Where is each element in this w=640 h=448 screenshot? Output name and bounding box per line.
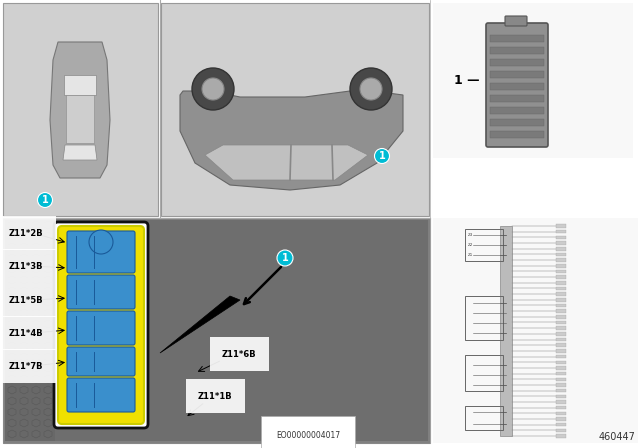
FancyBboxPatch shape	[556, 270, 566, 273]
Circle shape	[277, 250, 293, 266]
Text: 460447: 460447	[598, 432, 635, 442]
FancyBboxPatch shape	[556, 247, 566, 250]
FancyBboxPatch shape	[490, 131, 544, 138]
FancyBboxPatch shape	[556, 315, 566, 319]
Polygon shape	[63, 145, 97, 160]
Text: Z1: Z1	[468, 253, 473, 257]
FancyBboxPatch shape	[490, 71, 544, 78]
Text: 1: 1	[282, 253, 289, 263]
Text: Z11*3B: Z11*3B	[9, 262, 44, 271]
Polygon shape	[160, 296, 240, 353]
Polygon shape	[66, 95, 94, 143]
FancyBboxPatch shape	[505, 16, 527, 26]
FancyBboxPatch shape	[556, 361, 566, 364]
FancyBboxPatch shape	[3, 218, 430, 443]
Text: Z11*2B: Z11*2B	[9, 228, 44, 237]
FancyBboxPatch shape	[490, 107, 544, 114]
FancyBboxPatch shape	[556, 344, 566, 347]
Circle shape	[89, 230, 113, 254]
FancyBboxPatch shape	[556, 276, 566, 279]
FancyBboxPatch shape	[490, 95, 544, 102]
Text: Z3: Z3	[468, 233, 474, 237]
Circle shape	[360, 78, 382, 100]
FancyBboxPatch shape	[556, 236, 566, 239]
FancyBboxPatch shape	[556, 423, 566, 426]
FancyBboxPatch shape	[67, 378, 135, 412]
FancyBboxPatch shape	[556, 253, 566, 256]
FancyBboxPatch shape	[500, 226, 512, 436]
Text: Z2: Z2	[468, 243, 474, 247]
FancyBboxPatch shape	[556, 224, 566, 228]
FancyBboxPatch shape	[556, 400, 566, 404]
Circle shape	[38, 193, 52, 207]
FancyBboxPatch shape	[556, 293, 566, 296]
FancyBboxPatch shape	[556, 287, 566, 290]
FancyBboxPatch shape	[54, 222, 148, 428]
Text: 1: 1	[42, 195, 49, 205]
FancyBboxPatch shape	[5, 220, 428, 441]
Polygon shape	[180, 91, 403, 190]
FancyBboxPatch shape	[67, 275, 135, 309]
FancyBboxPatch shape	[67, 311, 135, 345]
FancyBboxPatch shape	[556, 338, 566, 341]
FancyBboxPatch shape	[3, 3, 158, 216]
FancyBboxPatch shape	[490, 119, 544, 126]
FancyBboxPatch shape	[556, 332, 566, 336]
FancyBboxPatch shape	[556, 383, 566, 387]
FancyBboxPatch shape	[556, 366, 566, 370]
Text: 1 —: 1 —	[454, 73, 480, 86]
FancyBboxPatch shape	[58, 226, 144, 424]
FancyBboxPatch shape	[556, 310, 566, 313]
FancyBboxPatch shape	[490, 35, 544, 42]
FancyBboxPatch shape	[556, 378, 566, 381]
Circle shape	[350, 68, 392, 110]
Text: Z11*5B: Z11*5B	[9, 296, 44, 305]
FancyBboxPatch shape	[556, 417, 566, 421]
FancyBboxPatch shape	[556, 230, 566, 233]
FancyBboxPatch shape	[556, 281, 566, 284]
FancyBboxPatch shape	[556, 429, 566, 432]
Circle shape	[192, 68, 234, 110]
FancyBboxPatch shape	[556, 264, 566, 267]
FancyBboxPatch shape	[67, 231, 135, 273]
FancyBboxPatch shape	[556, 395, 566, 398]
FancyBboxPatch shape	[556, 355, 566, 358]
Text: EO00000004017: EO00000004017	[276, 431, 340, 440]
FancyBboxPatch shape	[556, 298, 566, 302]
FancyBboxPatch shape	[556, 321, 566, 324]
FancyBboxPatch shape	[556, 349, 566, 353]
FancyBboxPatch shape	[486, 23, 548, 147]
FancyBboxPatch shape	[67, 347, 135, 376]
Polygon shape	[50, 42, 110, 178]
FancyBboxPatch shape	[556, 389, 566, 392]
Text: Z11*6B: Z11*6B	[222, 349, 257, 358]
FancyBboxPatch shape	[490, 83, 544, 90]
Circle shape	[202, 78, 224, 100]
FancyBboxPatch shape	[5, 220, 55, 441]
Text: Z11*4B: Z11*4B	[9, 328, 44, 337]
FancyBboxPatch shape	[556, 241, 566, 245]
FancyBboxPatch shape	[490, 47, 544, 54]
FancyBboxPatch shape	[556, 406, 566, 409]
FancyBboxPatch shape	[556, 434, 566, 438]
Circle shape	[374, 148, 390, 164]
FancyBboxPatch shape	[556, 412, 566, 415]
Text: Z11*1B: Z11*1B	[198, 392, 232, 401]
FancyBboxPatch shape	[556, 372, 566, 375]
FancyBboxPatch shape	[161, 3, 429, 216]
Text: Z11*7B: Z11*7B	[9, 362, 44, 370]
FancyBboxPatch shape	[556, 304, 566, 307]
Polygon shape	[205, 145, 368, 180]
FancyBboxPatch shape	[490, 59, 544, 66]
FancyBboxPatch shape	[433, 218, 638, 443]
FancyBboxPatch shape	[556, 258, 566, 262]
Polygon shape	[64, 75, 96, 95]
Text: 1: 1	[379, 151, 385, 161]
FancyBboxPatch shape	[556, 327, 566, 330]
FancyBboxPatch shape	[433, 3, 633, 158]
